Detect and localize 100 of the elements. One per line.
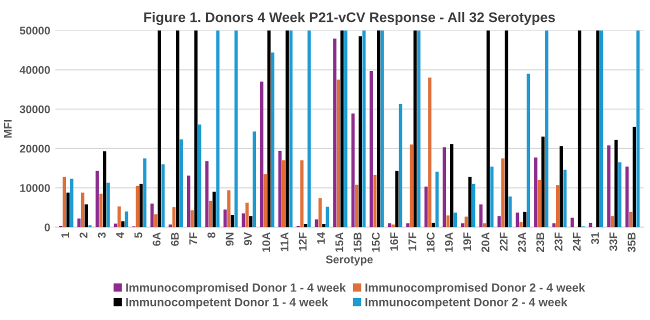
bar <box>519 222 523 228</box>
bar <box>333 38 336 228</box>
bar <box>158 30 162 228</box>
bar <box>362 30 366 228</box>
x-tick-label: 10A <box>262 232 270 252</box>
x-tick-label: 18C <box>426 232 435 252</box>
bar <box>504 30 508 228</box>
x-tick-label: 1 <box>61 232 70 238</box>
bar <box>242 213 246 228</box>
bar <box>373 174 377 228</box>
bar <box>62 176 66 228</box>
bar <box>205 161 209 228</box>
bar <box>523 212 526 228</box>
x-tick-label: 23A <box>518 232 526 252</box>
bar <box>464 216 468 228</box>
bar <box>596 30 600 228</box>
bar <box>139 184 143 228</box>
bar <box>614 140 618 228</box>
bar <box>227 190 230 228</box>
bar <box>150 204 154 228</box>
bar <box>516 212 520 228</box>
bar <box>260 82 264 228</box>
bar <box>216 30 220 228</box>
legend-label: Immunocompromised Donor 2 - 4 week <box>366 283 586 294</box>
x-tick-label: 23F <box>554 232 562 251</box>
x-tick-label: 24F <box>572 232 581 251</box>
x-tick-label: 6B <box>170 232 179 246</box>
bar <box>460 223 464 228</box>
bar <box>618 162 622 228</box>
bar <box>180 139 183 228</box>
bar <box>526 74 530 228</box>
bar <box>424 186 428 228</box>
bar <box>578 30 582 228</box>
bar <box>636 30 640 228</box>
bar <box>556 185 560 228</box>
bar <box>300 160 304 228</box>
bar <box>380 30 384 228</box>
bar <box>344 30 348 228</box>
chart-title: Figure 1. Donors 4 Week P21-vCV Response - All 32 Serotypes <box>144 12 555 26</box>
bar <box>102 151 106 228</box>
legend-label: Immunocompetent Donor 1 - 4 week <box>126 298 328 309</box>
bar <box>198 124 202 228</box>
bar <box>395 170 399 228</box>
bar <box>106 182 110 228</box>
bar <box>186 176 190 228</box>
bar <box>168 224 172 228</box>
x-tick-label: 15A <box>335 232 344 252</box>
bar <box>267 30 271 228</box>
bar <box>545 30 548 228</box>
bar <box>450 144 454 228</box>
bar <box>70 178 74 228</box>
bar <box>340 30 344 228</box>
bar <box>486 30 490 228</box>
bar <box>245 202 249 228</box>
x-tick-label: 12F <box>298 232 307 251</box>
bar <box>600 30 604 228</box>
bar <box>118 206 121 228</box>
y-tick-label: 50000 <box>20 26 50 35</box>
bar <box>490 166 494 228</box>
bar <box>322 224 326 228</box>
bar <box>570 218 574 228</box>
bar <box>99 194 103 228</box>
bar <box>392 224 395 228</box>
bar <box>560 146 563 228</box>
bar <box>212 192 216 228</box>
x-tick-label: 9N <box>226 232 234 246</box>
bar <box>472 184 476 228</box>
bar <box>410 144 414 228</box>
bar <box>541 136 545 228</box>
x-tick-label: 16F <box>390 232 398 251</box>
bar <box>563 170 567 228</box>
bar <box>208 200 212 228</box>
bar <box>190 210 194 228</box>
x-tick-label: 19F <box>463 232 472 251</box>
x-tick-label: 35B <box>628 232 636 252</box>
bar <box>124 211 128 228</box>
bar <box>66 192 70 228</box>
x-tick-label: 9V <box>244 232 252 246</box>
bar <box>224 209 227 228</box>
legend-label: Immunocompetent Donor 2 - 4 week <box>366 298 568 309</box>
y-tick-label: 10000 <box>20 184 50 192</box>
x-tick-label: 22F <box>500 232 508 251</box>
bar <box>121 221 124 228</box>
bar <box>318 198 322 228</box>
y-tick-label: 30000 <box>20 105 50 114</box>
bar <box>271 52 274 228</box>
x-tick-label: 3 <box>98 232 106 238</box>
x-tick-label: 19A <box>444 232 453 252</box>
bar <box>234 30 238 228</box>
x-tick-label: 8 <box>207 232 216 238</box>
x-tick-label: 15C <box>372 232 380 252</box>
bar <box>534 158 538 228</box>
bar <box>249 216 252 228</box>
bar <box>143 158 146 228</box>
y-tick-label: 20000 <box>20 144 50 153</box>
x-tick-label: 6A <box>152 232 161 246</box>
y-axis-title: MFI <box>4 120 12 138</box>
bar <box>625 166 629 228</box>
y-tick-label: 40000 <box>20 66 50 74</box>
bar <box>278 150 282 228</box>
